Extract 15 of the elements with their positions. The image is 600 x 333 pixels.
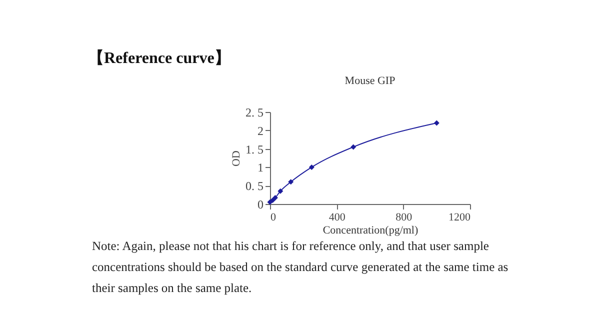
x-tick-label: 800 (396, 212, 413, 224)
y-tick-label: 0 (258, 198, 264, 212)
y-tick-label: 2. 5 (246, 106, 264, 120)
y-axis-title: OD (230, 150, 242, 166)
x-tick-label: 0 (270, 212, 276, 224)
y-tick-label: 1. 5 (246, 142, 264, 156)
text: 【Reference curve】 (88, 48, 230, 69)
chart-title: Mouse GIP (344, 75, 396, 87)
x-axis-title: Concentration(pg/ml) (322, 224, 418, 236)
x-tick-label: 1200 (448, 212, 471, 224)
y-tick-label: 0. 5 (246, 179, 264, 194)
y-tick-label: 2 (258, 124, 264, 138)
x-tick-label: 400 (328, 212, 346, 224)
y-tick-label: 1 (258, 160, 264, 175)
text: Note: Again, please not that his chart is for reference only, and that user sample concentrations should be based on the standard curve generated at the same time as their samples on the same plate. (92, 238, 510, 297)
